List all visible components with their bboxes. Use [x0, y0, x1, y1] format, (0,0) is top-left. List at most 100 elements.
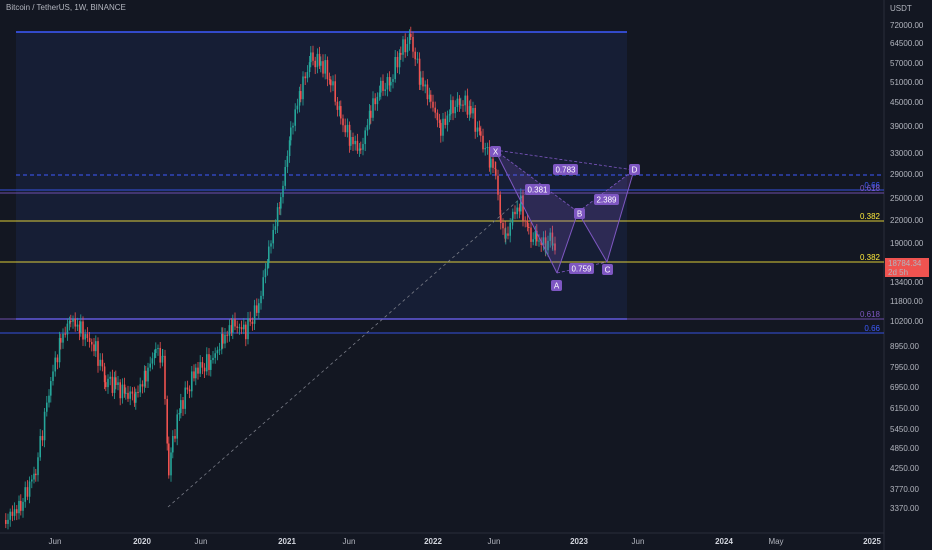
- candle-body: [492, 158, 494, 168]
- candle-body: [251, 321, 254, 324]
- price-axis-currency: USDT: [890, 4, 912, 13]
- time-axis-tick: Jun: [195, 537, 208, 546]
- candle-body: [20, 500, 22, 511]
- candle-body: [82, 321, 84, 340]
- candle-body: [446, 115, 449, 125]
- candle-body: [294, 109, 296, 126]
- candle-body: [184, 387, 186, 409]
- candle-body: [74, 318, 76, 327]
- candle-body: [253, 305, 256, 324]
- candle-body: [214, 353, 216, 358]
- candle-body: [486, 146, 489, 149]
- candle-body: [502, 222, 504, 229]
- candle-body: [80, 321, 82, 334]
- candle-body: [260, 295, 262, 304]
- price-axis-tick: 45000.00: [890, 98, 924, 107]
- trend-line: [167, 189, 531, 508]
- last-price-value: 18784.34: [888, 259, 922, 268]
- candle-body: [125, 392, 127, 394]
- candle-body: [406, 44, 409, 53]
- candle-body: [238, 327, 241, 329]
- candle-body: [444, 118, 446, 125]
- candle-body: [272, 229, 274, 244]
- price-axis-tick: 39000.00: [890, 122, 924, 131]
- candle-body: [362, 144, 364, 150]
- candle-body: [151, 358, 154, 364]
- candle-body: [408, 33, 411, 45]
- candle-body: [78, 324, 81, 334]
- candle-body: [141, 384, 144, 387]
- candle-body: [442, 118, 444, 136]
- candle-body: [374, 98, 376, 105]
- pattern-leg-bcd: [578, 170, 634, 262]
- candle-body: [117, 382, 119, 386]
- candle-body: [37, 457, 39, 476]
- candle-body: [103, 366, 106, 383]
- candle-body: [292, 125, 294, 128]
- candle-body: [350, 136, 352, 146]
- candle-body: [52, 371, 54, 382]
- candle-body: [348, 124, 351, 146]
- candle-body: [352, 136, 354, 145]
- candle-body: [398, 52, 401, 68]
- candle-body: [384, 89, 386, 91]
- candle-body: [170, 452, 172, 476]
- candle-body: [193, 371, 195, 379]
- candle-body: [127, 392, 129, 399]
- pattern-ratio-box: [594, 194, 619, 205]
- pattern-point-label: A: [554, 282, 560, 291]
- candle-body: [195, 367, 197, 379]
- candle-body: [464, 95, 466, 106]
- candle-body: [547, 240, 549, 251]
- candle-body: [135, 391, 137, 403]
- plot-area: [0, 0, 884, 533]
- candle-body: [139, 384, 141, 393]
- candle-body: [314, 60, 316, 68]
- pattern-point-label: B: [577, 210, 582, 219]
- candle-body: [420, 77, 422, 85]
- time-axis-tick: Jun: [488, 537, 501, 546]
- candle-body: [105, 382, 107, 388]
- candle-body: [402, 39, 404, 55]
- candle-body: [13, 509, 16, 516]
- price-axis-tick: 64500.00: [890, 39, 924, 48]
- fib-level-label: 0.618: [860, 184, 881, 193]
- candle-body: [370, 110, 372, 118]
- candle-body: [524, 220, 526, 222]
- price-axis-tick: 57000.00: [890, 59, 924, 68]
- candle-body: [538, 240, 540, 242]
- candle-body: [35, 473, 37, 476]
- candle-body: [149, 363, 151, 368]
- price-axis-tick: 72000.00: [890, 21, 924, 30]
- pattern-point-label: X: [493, 148, 499, 157]
- candle-body: [474, 108, 476, 132]
- time-axis-tick: 2023: [570, 537, 588, 546]
- candle-body: [466, 95, 469, 115]
- candle-body: [495, 168, 497, 176]
- candle-body: [450, 100, 452, 115]
- candle-body: [286, 155, 289, 167]
- candle-body: [188, 389, 191, 392]
- pattern-leg-line: [556, 211, 579, 274]
- candle-body: [522, 195, 524, 221]
- fib-level-label: 0.382: [860, 212, 881, 221]
- candle-body: [274, 226, 277, 230]
- candle-body: [366, 125, 369, 131]
- candle-body: [472, 108, 474, 114]
- candle-body: [131, 391, 134, 394]
- pattern-ratio-label: 0.783: [555, 166, 576, 175]
- pattern-point-label: D: [632, 166, 638, 175]
- candle-body: [488, 146, 491, 168]
- candle-body: [109, 376, 111, 379]
- fib-level-label: 0.66: [864, 324, 880, 333]
- candle-body: [330, 79, 332, 86]
- pattern-point-A: [551, 280, 562, 291]
- candle-body: [424, 84, 426, 87]
- candle-body: [338, 106, 341, 110]
- candle-body: [499, 194, 501, 215]
- candle-body: [478, 127, 481, 132]
- candle-body: [400, 52, 402, 55]
- pattern-ratio-box: [569, 263, 594, 274]
- candle-body: [416, 58, 419, 60]
